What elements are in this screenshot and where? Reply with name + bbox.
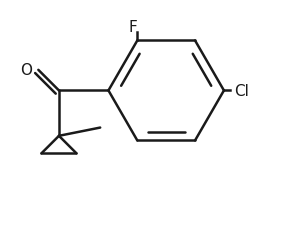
Text: O: O xyxy=(20,63,32,78)
Text: Cl: Cl xyxy=(234,84,249,99)
Text: F: F xyxy=(129,19,137,34)
